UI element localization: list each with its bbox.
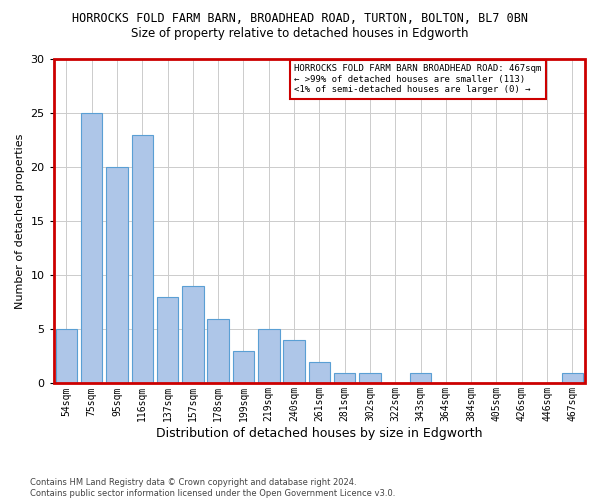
Bar <box>283 340 305 384</box>
Text: Contains HM Land Registry data © Crown copyright and database right 2024.
Contai: Contains HM Land Registry data © Crown c… <box>30 478 395 498</box>
Y-axis label: Number of detached properties: Number of detached properties <box>15 134 25 309</box>
Bar <box>131 134 153 384</box>
Text: Size of property relative to detached houses in Edgworth: Size of property relative to detached ho… <box>131 28 469 40</box>
Bar <box>106 167 128 384</box>
Bar <box>182 286 203 384</box>
Bar <box>410 372 431 384</box>
Bar <box>81 113 103 384</box>
Bar <box>56 330 77 384</box>
Bar <box>308 362 330 384</box>
Text: HORROCKS FOLD FARM BARN, BROADHEAD ROAD, TURTON, BOLTON, BL7 0BN: HORROCKS FOLD FARM BARN, BROADHEAD ROAD,… <box>72 12 528 26</box>
Bar <box>233 351 254 384</box>
Bar <box>562 372 583 384</box>
Bar <box>157 297 178 384</box>
X-axis label: Distribution of detached houses by size in Edgworth: Distribution of detached houses by size … <box>156 427 482 440</box>
Text: HORROCKS FOLD FARM BARN BROADHEAD ROAD: 467sqm
← >99% of detached houses are sma: HORROCKS FOLD FARM BARN BROADHEAD ROAD: … <box>294 64 541 94</box>
Bar <box>208 318 229 384</box>
Bar <box>359 372 381 384</box>
Bar <box>258 330 280 384</box>
Bar <box>334 372 355 384</box>
